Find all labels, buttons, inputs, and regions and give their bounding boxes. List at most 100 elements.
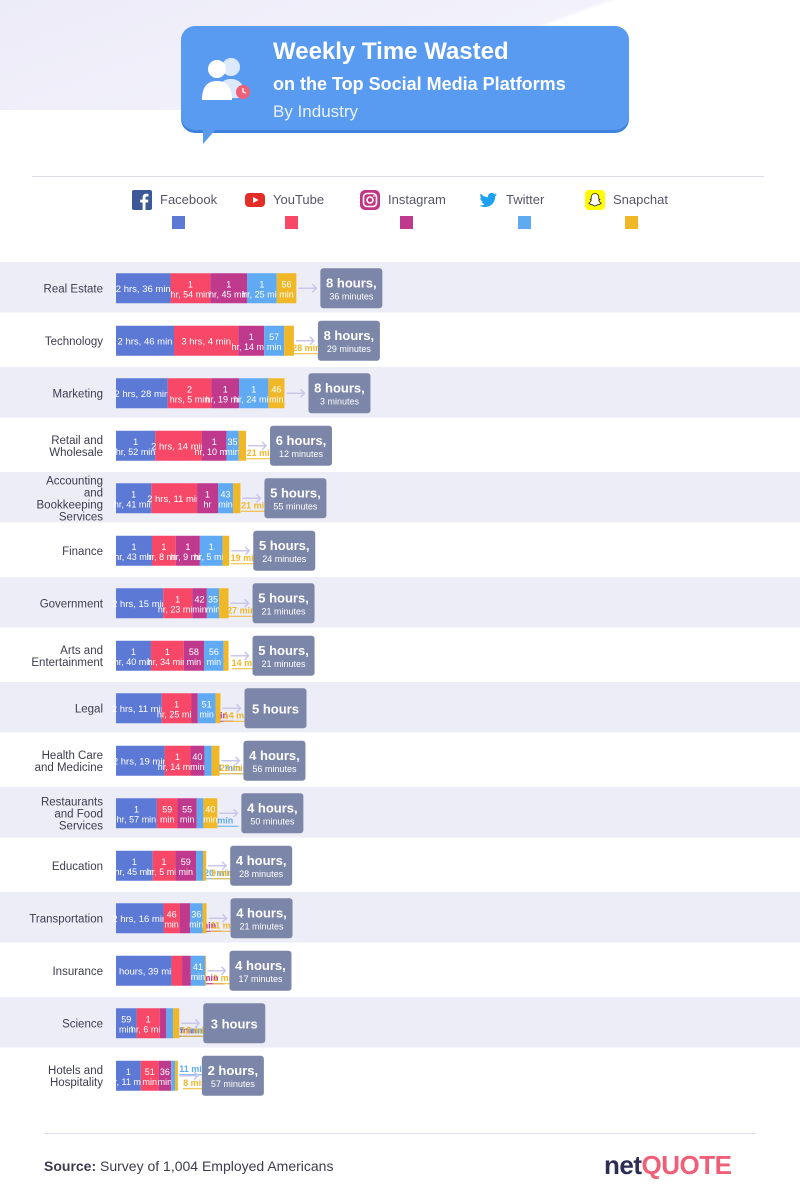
bar-youtube [150,640,184,671]
twitter-icon [479,192,497,208]
netquote-logo[interactable]: netQUOTE [604,1150,732,1181]
bar-label: 2 hrs, 11 min [147,494,201,505]
bar-label: 41 [193,962,203,972]
bar-label: 2 hrs, 28 min [114,389,169,400]
total-box [230,845,293,886]
bar-label: 1 [131,489,136,499]
bar-twitter [226,430,239,461]
chart-row: Technology 2 hrs, 46 min 3 hrs, 4 min 1hr, … [45,320,380,361]
total-minutes: 50 minutes [250,816,295,826]
bar-label: min [187,657,202,667]
bar-snapchat [222,535,230,566]
total-box [320,268,383,309]
total-hours: 6 hours, [276,433,327,448]
category-label: Retail and [51,435,103,447]
total-box [230,898,293,939]
total-box [270,425,333,466]
total-minutes: 55 minutes [273,501,318,511]
total-arrow-head [244,598,250,608]
bar-twitter [204,745,212,776]
bar-instagram [192,588,207,619]
total-box [264,478,327,519]
total-hours: 8 hours, [326,275,377,290]
bar-label: hr, 25 min [157,709,197,719]
bar-twitter [196,798,204,829]
bar-youtube [174,325,239,356]
category-label: Real Estate [44,283,103,295]
category-label: Accounting [46,475,103,487]
bar-snapchat [233,483,241,514]
total-box [244,688,307,729]
bar-instagram [190,745,205,776]
total-arrow-head [232,808,239,818]
bar-twitter [239,378,269,409]
bar-youtube [163,588,193,619]
bar-label-outside: 1 min [213,973,237,983]
bar-snapchat [223,640,229,671]
bar-label: 2 hrs, 16 min [112,914,167,925]
category-label: and [84,487,103,499]
bar-label: hr, 40 min [114,657,154,667]
legend-label: YouTube [273,192,325,207]
bar-label: hr, 11 min [109,1077,148,1087]
bar-label: min [225,447,240,457]
total-minutes: 36 minutes [329,291,374,301]
total-hours: 5 hours, [270,485,321,500]
bar-label: 1 [205,489,210,499]
bar-label: 57 [269,332,279,342]
legend-swatch-youtube [285,216,298,229]
bar-label: min [160,814,175,824]
total-arrow-head [194,1018,201,1028]
total-hours: 8 hours, [314,380,365,395]
bar-label: hr [204,499,212,509]
bar-label: min [279,289,294,299]
bar-label: 36 [191,909,201,919]
bar-facebook [116,273,171,304]
bar-twitter [204,640,224,671]
total-box [241,793,304,834]
bar-label: 2 hours, 39 min [111,966,176,977]
divider-top [32,176,764,177]
bar-twitter [264,325,285,356]
legend-swatch-facebook [172,216,185,229]
category-label: Insurance [52,966,103,978]
bar-facebook [116,1008,137,1039]
total-minutes: 57 minutes [211,1079,256,1089]
bar-instagram [183,640,205,671]
bar-label: 2 hrs, 11 min [112,704,166,715]
bar-label: 2 hrs, 19 min [113,756,168,767]
bar-label: 51 [202,699,212,709]
total-arrow-head [193,1071,199,1081]
bar-label: min [178,867,193,877]
bar-label-outside: 14 min [224,710,253,720]
total-minutes: 21 minutes [262,606,307,616]
bar-snapchat [238,430,247,461]
bar-label: 46 [167,909,177,919]
bar-facebook [116,588,164,619]
logo-net: net [604,1150,642,1180]
bar-label: hr, 23 min [158,604,198,614]
category-label: Government [40,598,104,610]
total-box [308,373,371,414]
bar-label-outside: 9 min [211,868,235,878]
total-minutes: 3 minutes [320,396,360,406]
bar-label: min [189,919,204,929]
total-hours: 4 hours, [235,958,286,973]
legend-swatch-instagram [400,216,413,229]
bar-label: 51 [145,1067,155,1077]
bar-label: 2 [187,384,192,394]
bar-youtube [167,378,212,409]
category-label: Wholesale [49,447,103,459]
bar-youtube [151,535,176,566]
bar-label: 1 [146,1014,151,1024]
divider-bottom [44,1133,756,1134]
bar-facebook [116,483,152,514]
bar-instagram [179,903,191,934]
category-label: Services [59,511,103,523]
category-label: Finance [62,546,103,558]
bar-twitter [218,483,234,514]
